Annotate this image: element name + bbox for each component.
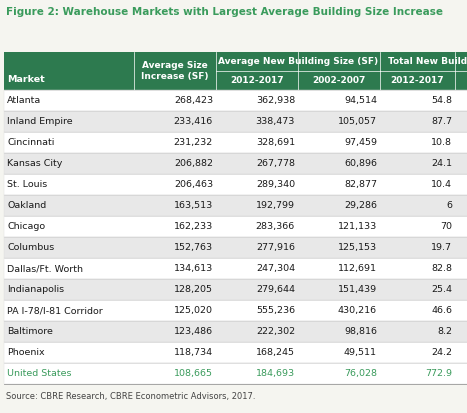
Text: 279,644: 279,644 [256,285,295,294]
Text: 24.2: 24.2 [431,348,452,357]
Text: 98,816: 98,816 [344,327,377,336]
Text: 2002-2007: 2002-2007 [466,76,467,85]
Text: Average Size
Increase (SF): Average Size Increase (SF) [141,61,209,81]
Bar [4,111,467,132]
Text: Dallas/Ft. Worth: Dallas/Ft. Worth [7,264,83,273]
Text: 125,153: 125,153 [338,243,377,252]
Text: 6: 6 [446,201,452,210]
Text: 70: 70 [440,222,452,231]
Text: 87.7: 87.7 [431,117,452,126]
Text: 151,439: 151,439 [338,285,377,294]
Text: 25.4: 25.4 [431,285,452,294]
Text: 134,613: 134,613 [174,264,213,273]
Text: 206,882: 206,882 [174,159,213,168]
Text: 105,057: 105,057 [338,117,377,126]
Bar [4,321,467,342]
Text: Total New Buildings (MSF): Total New Buildings (MSF) [388,57,467,66]
Text: 168,245: 168,245 [256,348,295,357]
Text: St. Louis: St. Louis [7,180,47,189]
Text: 125,020: 125,020 [174,306,213,315]
Text: 362,938: 362,938 [256,96,295,105]
Text: 49,511: 49,511 [344,348,377,357]
Text: 184,693: 184,693 [256,369,295,378]
Text: 277,916: 277,916 [256,243,295,252]
Text: Columbus: Columbus [7,243,54,252]
Bar [4,237,467,258]
Bar [4,90,467,111]
Text: 289,340: 289,340 [256,180,295,189]
Bar [4,258,467,279]
Text: 162,233: 162,233 [174,222,213,231]
Text: Cincinnati: Cincinnati [7,138,54,147]
Text: Indianapolis: Indianapolis [7,285,64,294]
Text: 8.2: 8.2 [437,327,452,336]
Text: Phoenix: Phoenix [7,348,45,357]
Text: 192,799: 192,799 [256,201,295,210]
Text: 10.4: 10.4 [431,180,452,189]
Text: 2012-2017: 2012-2017 [230,76,284,85]
Text: 19.7: 19.7 [431,243,452,252]
Text: Kansas City: Kansas City [7,159,63,168]
Text: Inland Empire: Inland Empire [7,117,73,126]
Text: 128,205: 128,205 [174,285,213,294]
Bar [4,216,467,237]
Text: 97,459: 97,459 [344,138,377,147]
Bar [4,195,467,216]
Text: 247,304: 247,304 [256,264,295,273]
Bar [4,52,467,90]
Text: 328,691: 328,691 [256,138,295,147]
Text: 283,366: 283,366 [256,222,295,231]
Text: 24.1: 24.1 [431,159,452,168]
Text: Average New Building Size (SF): Average New Building Size (SF) [218,57,378,66]
Text: 112,691: 112,691 [338,264,377,273]
Text: 163,513: 163,513 [174,201,213,210]
Text: 121,133: 121,133 [338,222,377,231]
Text: 152,763: 152,763 [174,243,213,252]
Bar [4,174,467,195]
Text: 29,286: 29,286 [344,201,377,210]
Text: 2002-2007: 2002-2007 [312,76,366,85]
Text: 82,877: 82,877 [344,180,377,189]
Text: 222,302: 222,302 [256,327,295,336]
Text: 123,486: 123,486 [174,327,213,336]
Text: 2012-2017: 2012-2017 [391,76,444,85]
Bar [4,279,467,300]
Text: 233,416: 233,416 [174,117,213,126]
Text: Market: Market [7,75,45,84]
Text: Chicago: Chicago [7,222,45,231]
Bar [4,300,467,321]
Text: 772.9: 772.9 [425,369,452,378]
Text: 82.8: 82.8 [431,264,452,273]
Text: United States: United States [7,369,71,378]
Text: PA I-78/I-81 Corridor: PA I-78/I-81 Corridor [7,306,103,315]
Text: 46.6: 46.6 [431,306,452,315]
Text: Baltimore: Baltimore [7,327,53,336]
Text: 108,665: 108,665 [174,369,213,378]
Text: 118,734: 118,734 [174,348,213,357]
Text: 206,463: 206,463 [174,180,213,189]
Bar [4,132,467,153]
Text: Oakland: Oakland [7,201,46,210]
Text: 76,028: 76,028 [344,369,377,378]
Text: 10.8: 10.8 [431,138,452,147]
Text: 430,216: 430,216 [338,306,377,315]
Bar [4,363,467,384]
Text: 267,778: 267,778 [256,159,295,168]
Text: Figure 2: Warehouse Markets with Largest Average Building Size Increase: Figure 2: Warehouse Markets with Largest… [6,7,443,17]
Text: 94,514: 94,514 [344,96,377,105]
Text: Source: CBRE Research, CBRE Econometric Advisors, 2017.: Source: CBRE Research, CBRE Econometric … [6,392,255,401]
Text: 54.8: 54.8 [431,96,452,105]
Text: 231,232: 231,232 [174,138,213,147]
Bar [4,342,467,363]
Text: 268,423: 268,423 [174,96,213,105]
Text: 60,896: 60,896 [344,159,377,168]
Text: Atlanta: Atlanta [7,96,41,105]
Text: 555,236: 555,236 [256,306,295,315]
Text: 338,473: 338,473 [255,117,295,126]
Bar [4,153,467,174]
